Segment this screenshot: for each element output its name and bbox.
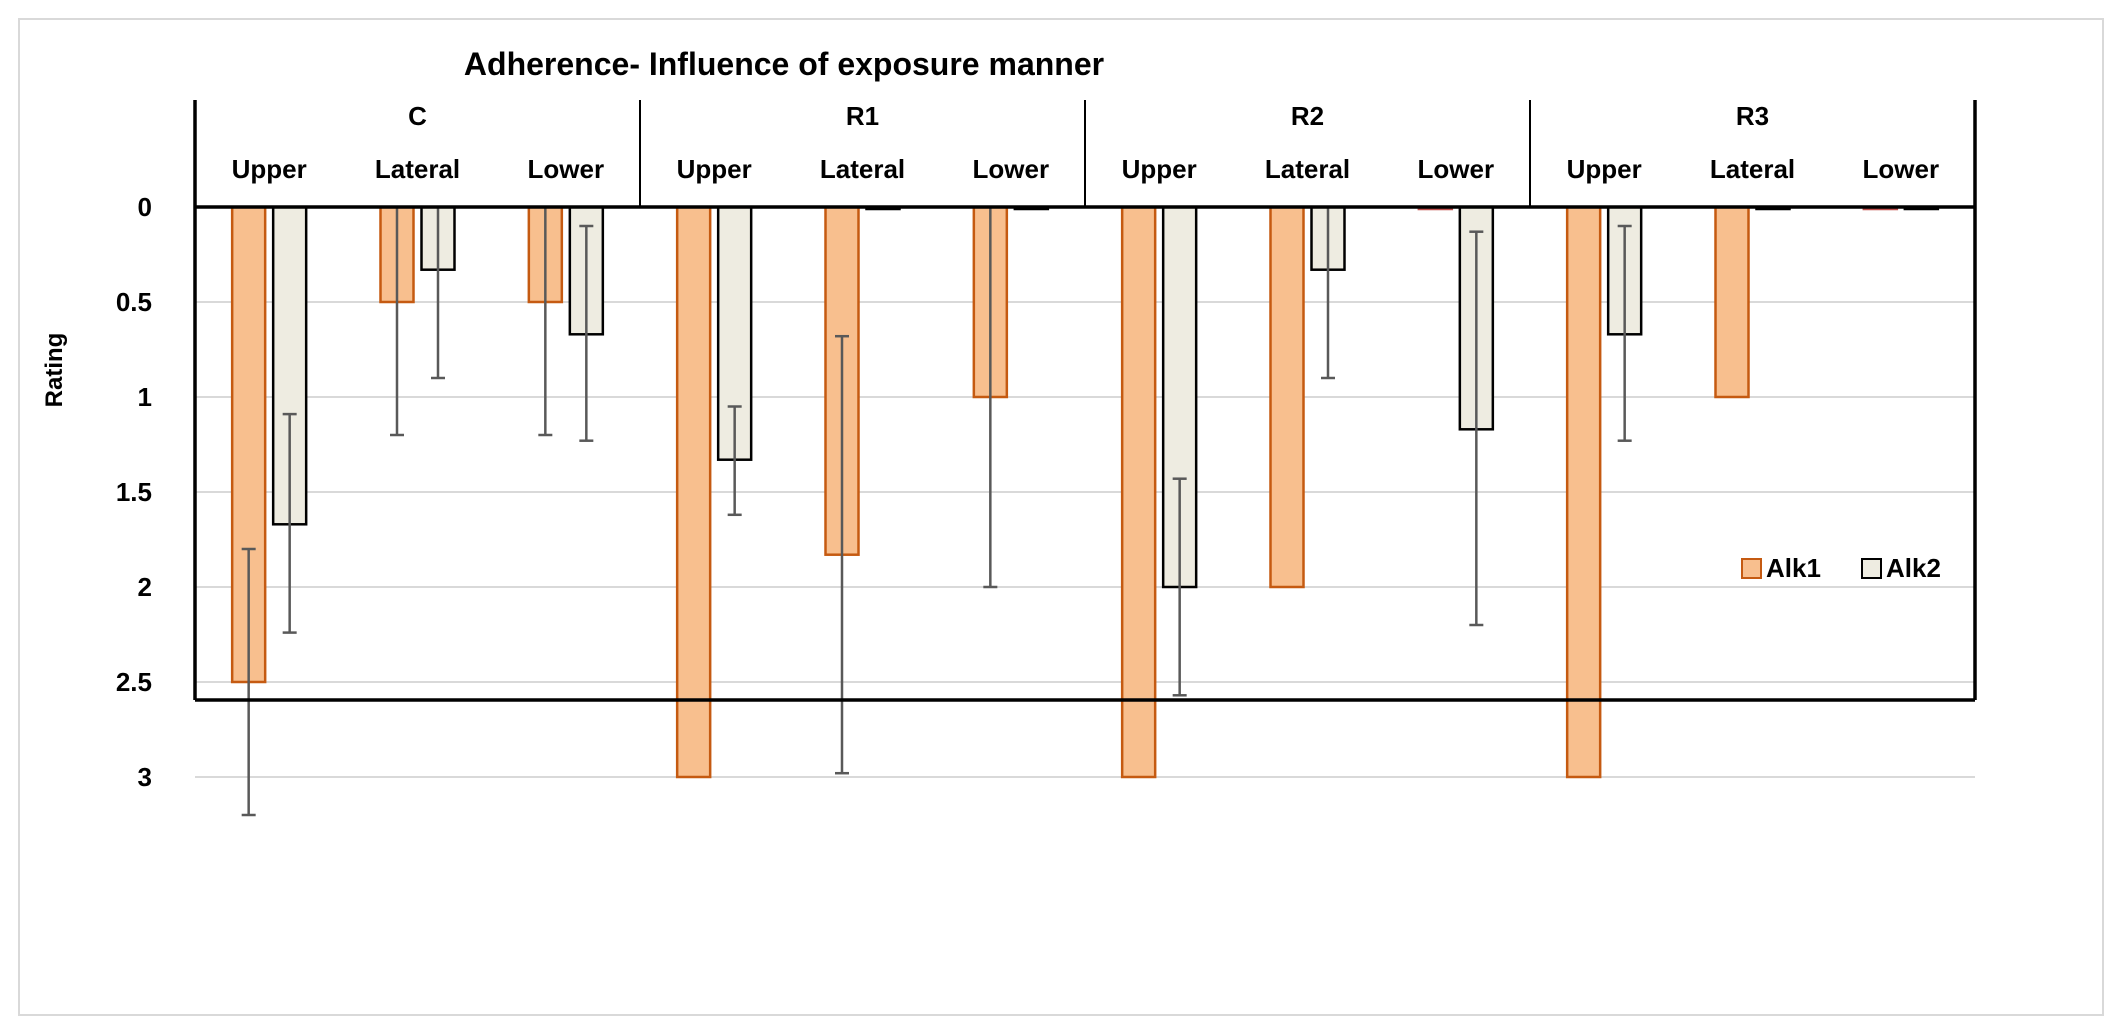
subcategory-label: Upper <box>677 154 752 184</box>
legend-label-alk1: Alk1 <box>1766 553 1821 583</box>
y-tick-label: 0 <box>138 192 152 222</box>
subcategory-label: Upper <box>1122 154 1197 184</box>
chart-title: Adherence- Influence of exposure manner <box>464 46 1104 82</box>
subcategory-label: Upper <box>1567 154 1642 184</box>
group-label: R2 <box>1291 101 1324 131</box>
bar-alk1 <box>675 205 712 779</box>
error-bars <box>241 205 1632 817</box>
chart-svg: Adherence- Influence of exposure manner … <box>41 46 1977 817</box>
subcategory-label: Lower <box>973 154 1050 184</box>
subcategory-label: Lateral <box>375 154 460 184</box>
subcategory-label: Lateral <box>820 154 905 184</box>
y-tick-label: 1.5 <box>116 477 152 507</box>
y-tick-label: 0.5 <box>116 287 152 317</box>
bar-alk1 <box>1120 205 1157 779</box>
category-headers: C Upper Lateral Lower R1 Upper Lateral Lower R2 U… <box>232 101 1940 184</box>
bar-alk2 <box>716 205 753 461</box>
gridlines <box>195 301 1975 778</box>
y-tick-label: 1 <box>138 382 152 412</box>
y-tick-labels: 0 0.5 1 1.5 2 2.5 3 <box>116 192 152 792</box>
axes <box>193 100 1977 702</box>
y-axis-label: Rating <box>41 333 68 408</box>
legend-swatch-alk1 <box>1741 558 1762 579</box>
subcategory-label: Upper <box>232 154 307 184</box>
subcategory-label: Lower <box>528 154 605 184</box>
bar-alk1 <box>1565 205 1602 779</box>
y-tick-label: 2 <box>138 572 152 602</box>
y-tick-label: 3 <box>138 762 152 792</box>
subcategory-label: Lower <box>1418 154 1495 184</box>
subcategory-label: Lower <box>1863 154 1940 184</box>
chart-frame: Adherence- Influence of exposure manner … <box>18 18 2104 1016</box>
legend: Alk1 Alk2 <box>1741 553 1941 583</box>
group-label: C <box>408 101 427 131</box>
group-label: R3 <box>1736 101 1769 131</box>
bar-alk1 <box>1714 205 1750 399</box>
bar-alk1 <box>1269 205 1305 589</box>
subcategory-label: Lateral <box>1710 154 1795 184</box>
y-tick-label: 2.5 <box>116 667 152 697</box>
legend-label-alk2: Alk2 <box>1886 553 1941 583</box>
legend-swatch-alk2 <box>1861 558 1882 579</box>
group-label: R1 <box>846 101 879 131</box>
subcategory-label: Lateral <box>1265 154 1350 184</box>
